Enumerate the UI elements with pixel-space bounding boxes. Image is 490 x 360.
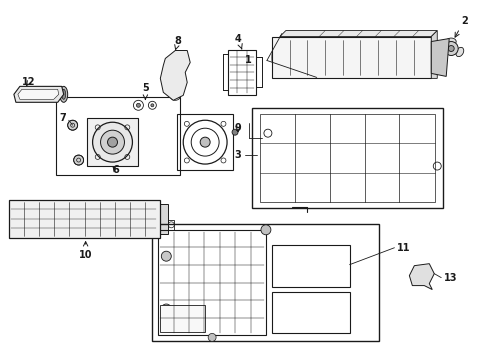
Text: 9: 9: [235, 123, 242, 133]
Polygon shape: [18, 89, 59, 99]
Circle shape: [161, 251, 172, 261]
Circle shape: [93, 122, 132, 162]
Polygon shape: [9, 200, 160, 238]
Circle shape: [208, 333, 216, 341]
Bar: [228, 50, 256, 95]
Circle shape: [68, 120, 77, 130]
Circle shape: [200, 137, 210, 147]
Bar: [152, 224, 379, 341]
Polygon shape: [280, 31, 437, 37]
Text: 10: 10: [79, 242, 93, 260]
Text: 4: 4: [235, 33, 242, 49]
Circle shape: [151, 104, 154, 107]
Polygon shape: [431, 39, 449, 76]
Text: 8: 8: [175, 36, 182, 49]
Bar: [177, 114, 233, 170]
Bar: [87, 118, 138, 166]
Polygon shape: [272, 37, 431, 78]
Circle shape: [448, 45, 454, 51]
Bar: [160, 305, 205, 332]
Ellipse shape: [62, 89, 66, 99]
Text: 6: 6: [112, 165, 119, 175]
Bar: [260, 114, 435, 202]
Text: 5: 5: [142, 84, 149, 99]
Circle shape: [261, 225, 271, 235]
Circle shape: [136, 103, 141, 107]
Text: 1: 1: [245, 55, 252, 66]
Bar: [272, 245, 349, 287]
Ellipse shape: [439, 48, 446, 57]
Text: 7: 7: [59, 113, 66, 123]
Circle shape: [444, 41, 458, 55]
Bar: [160, 204, 168, 234]
Circle shape: [74, 155, 84, 165]
Bar: [252, 108, 443, 208]
Bar: [168, 220, 174, 230]
Ellipse shape: [446, 38, 456, 45]
Polygon shape: [14, 86, 64, 102]
Bar: [272, 292, 349, 333]
Ellipse shape: [456, 48, 464, 57]
Text: 11: 11: [397, 243, 411, 253]
Polygon shape: [160, 50, 190, 100]
Text: 13: 13: [444, 273, 458, 283]
Bar: [158, 230, 266, 336]
Text: 12: 12: [22, 77, 36, 87]
Bar: [56, 97, 180, 175]
Text: 2: 2: [455, 15, 467, 37]
Circle shape: [232, 129, 238, 135]
Circle shape: [161, 304, 172, 314]
Polygon shape: [409, 264, 434, 289]
Text: 3: 3: [235, 150, 242, 160]
Polygon shape: [431, 31, 437, 78]
Circle shape: [100, 130, 124, 154]
Ellipse shape: [60, 86, 68, 102]
Circle shape: [107, 137, 118, 147]
